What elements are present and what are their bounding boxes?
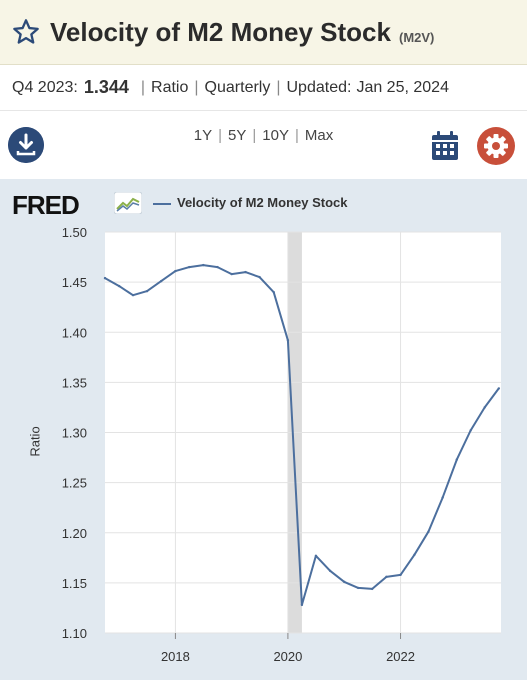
- data-point: [483, 406, 486, 409]
- divider: |: [140, 78, 146, 96]
- data-point: [103, 276, 107, 280]
- data-point: [160, 279, 163, 283]
- y-tick-label: 1.50: [62, 225, 87, 240]
- data-point: [399, 573, 402, 577]
- data-point: [370, 587, 374, 591]
- page-header: Velocity of M2 Money Stock (M2V): [0, 0, 527, 65]
- data-point: [230, 272, 233, 276]
- updated-date: Jan 25, 2024: [356, 78, 449, 96]
- data-point: [328, 569, 332, 573]
- data-point: [427, 530, 430, 533]
- calendar-icon[interactable]: [431, 131, 459, 161]
- divider: |: [252, 127, 257, 144]
- units-label: Ratio: [151, 78, 189, 96]
- series-code: (M2V): [398, 29, 435, 45]
- x-tick-label: 2022: [386, 649, 415, 664]
- toolbar: 1Y | 5Y | 10Y | Max: [0, 111, 527, 179]
- y-tick-label: 1.35: [62, 375, 87, 390]
- fred-chart-logo-icon: [114, 192, 142, 214]
- data-point: [300, 603, 304, 607]
- data-point: [145, 289, 149, 293]
- y-tick-label: 1.15: [62, 576, 87, 591]
- data-point: [497, 387, 501, 390]
- divider: |: [194, 78, 199, 96]
- data-point: [356, 586, 360, 590]
- y-tick-label: 1.25: [62, 476, 87, 491]
- divider: |: [276, 78, 281, 96]
- legend-label: Velocity of M2 Money Stock: [177, 195, 348, 210]
- range-1y-button[interactable]: 1Y: [193, 127, 213, 144]
- data-point: [131, 293, 135, 297]
- line-chart[interactable]: 1.50 1.45 1.40 1.35 1.30 1.25 1.20 1.15 1.10 2018…: [0, 179, 527, 680]
- x-tick-label: 2018: [161, 649, 190, 664]
- period-label: Q4 2023:: [12, 78, 78, 96]
- data-point: [216, 265, 219, 269]
- fred-logo: FRED: [12, 190, 80, 220]
- y-tick-label: 1.10: [62, 626, 87, 641]
- data-point: [469, 429, 472, 432]
- settings-gear-icon[interactable]: [477, 127, 515, 165]
- data-point: [385, 575, 388, 579]
- y-tick-label: 1.30: [62, 426, 87, 441]
- range-selector: 1Y | 5Y | 10Y | Max: [0, 127, 527, 144]
- data-point: [117, 284, 121, 288]
- data-point: [258, 275, 261, 279]
- chart-panel: FRED Velocity of M2 Money Stock Ratio 1.…: [0, 179, 527, 680]
- data-point: [455, 458, 458, 461]
- data-point: [272, 290, 275, 294]
- download-button[interactable]: [8, 127, 44, 163]
- star-icon[interactable]: [12, 18, 40, 46]
- data-point: [174, 269, 177, 273]
- data-point: [286, 339, 290, 342]
- frequency-label: Quarterly: [204, 78, 271, 96]
- data-point: [314, 554, 318, 558]
- data-point: [244, 270, 247, 274]
- data-point: [343, 580, 346, 584]
- x-tick-label: 2020: [273, 649, 302, 664]
- legend-swatch: [153, 202, 171, 205]
- range-10y-button[interactable]: 10Y: [262, 127, 289, 144]
- updated-label: Updated:: [286, 78, 352, 96]
- range-5y-button[interactable]: 5Y: [228, 127, 247, 144]
- chart-legend: Velocity of M2 Money Stock: [153, 195, 348, 210]
- y-tick-label: 1.45: [62, 275, 87, 290]
- divider: |: [294, 127, 299, 144]
- data-point: [202, 263, 205, 267]
- data-point: [413, 553, 416, 557]
- series-summary: Q4 2023: 1.344 | Ratio | Quarterly | Upd…: [0, 65, 527, 111]
- data-point: [441, 496, 444, 499]
- divider: |: [218, 127, 223, 144]
- range-max-button[interactable]: Max: [304, 127, 334, 144]
- y-tick-label: 1.40: [62, 325, 87, 340]
- page-title: Velocity of M2 Money Stock: [50, 16, 391, 47]
- latest-value: 1.344: [83, 77, 129, 97]
- data-point: [188, 265, 191, 269]
- y-tick-label: 1.20: [62, 526, 87, 541]
